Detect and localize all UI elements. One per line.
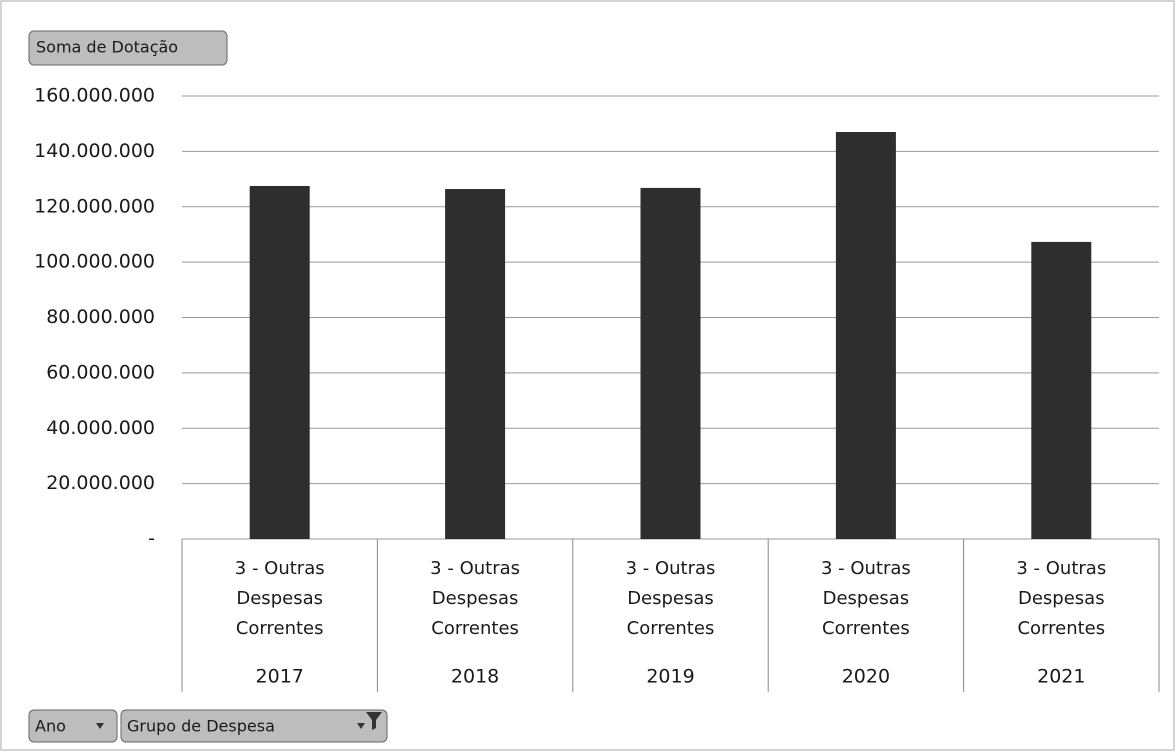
y-tick-label: 100.000.000 (34, 251, 155, 273)
sub-category-label: 3 - Outras Despesas Correntes (234, 558, 325, 639)
x-tick-label: 3 - Outras Despesas Correntes (430, 558, 521, 639)
bar (1031, 241, 1092, 539)
axis-field-button[interactable]: Ano (28, 709, 118, 743)
y-tick-label: 40.000.000 (46, 417, 155, 439)
sub-category-label: 3 - Outras Despesas Correntes (820, 558, 911, 639)
y-tick-label: - (148, 528, 155, 550)
x-tick-label: 3 - Outras Despesas Correntes (625, 558, 716, 639)
x-tick-label: 2019 (646, 666, 694, 688)
value-field-button[interactable]: Soma de Dotação (28, 30, 228, 66)
sub-category-label: 3 - Outras Despesas Correntes (1016, 558, 1107, 639)
x-tick-label: 2020 (842, 666, 890, 688)
bar (640, 187, 701, 540)
axis-field-button[interactable]: Grupo de Despesa (120, 709, 388, 743)
bar (249, 185, 310, 539)
bar (835, 131, 896, 539)
button-label: Grupo de Despesa (127, 717, 275, 736)
sub-category-label: 3 - Outras Despesas Correntes (430, 558, 521, 639)
y-tick-label: 80.000.000 (46, 306, 155, 328)
sub-category-label: 3 - Outras Despesas Correntes (625, 558, 716, 639)
y-tick-label: 20.000.000 (46, 472, 155, 494)
x-tick-label: 3 - Outras Despesas Correntes (1016, 558, 1107, 639)
x-tick-label: 2018 (451, 666, 499, 688)
button-label: Ano (35, 717, 66, 736)
y-tick-label: 120.000.000 (34, 195, 155, 217)
x-tick-label: 2021 (1037, 666, 1085, 688)
bar (445, 189, 506, 539)
x-tick-label: 3 - Outras Despesas Correntes (234, 558, 325, 639)
button-label: Soma de Dotação (36, 38, 178, 57)
x-tick-label: 3 - Outras Despesas Correntes (820, 558, 911, 639)
y-tick-label: 160.000.000 (34, 85, 155, 107)
y-tick-label: 140.000.000 (34, 140, 155, 162)
y-tick-label: 60.000.000 (46, 361, 155, 383)
x-tick-label: 2017 (256, 666, 304, 688)
